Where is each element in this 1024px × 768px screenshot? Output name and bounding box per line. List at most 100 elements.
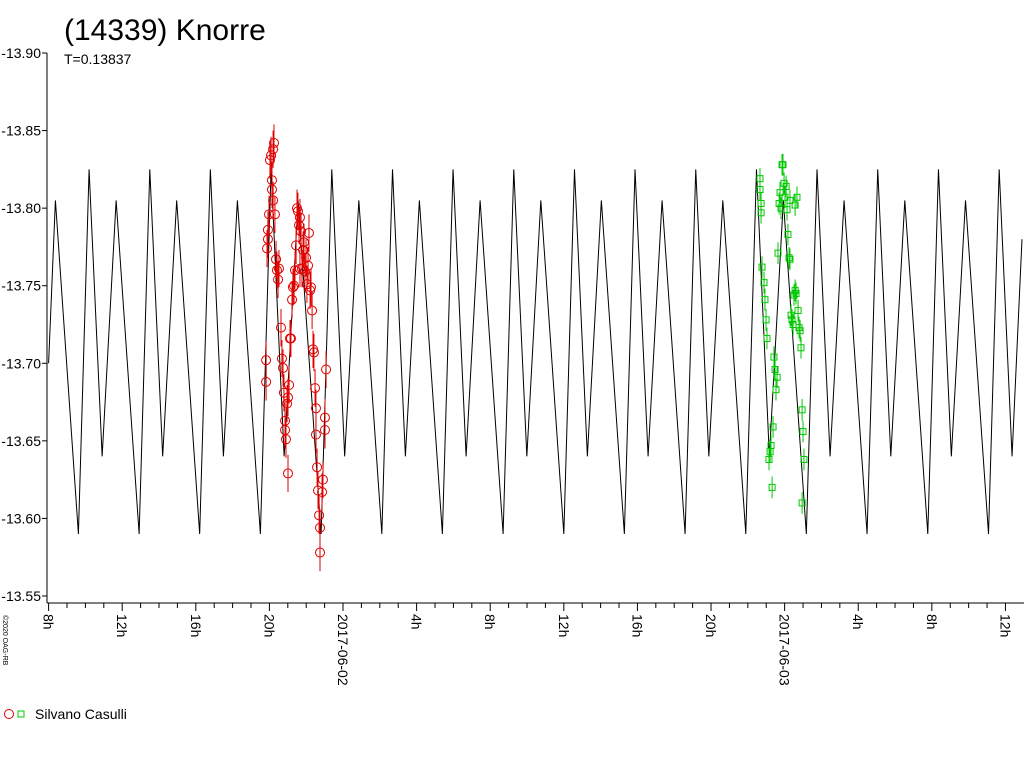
x-tick-label: 20h [703, 614, 719, 637]
data-point [768, 483, 776, 491]
x-tick-label: 20h [261, 614, 277, 637]
data-point [261, 376, 272, 387]
data-point [294, 212, 305, 223]
data-point [289, 280, 300, 291]
data-point [282, 468, 293, 479]
data-point [269, 209, 280, 220]
data-point [307, 305, 318, 316]
data-point [271, 254, 282, 265]
data-point [278, 362, 289, 373]
data-point [782, 182, 790, 190]
x-tick-label: 8h [924, 614, 940, 630]
chart-subtitle: T=0.13837 [64, 51, 132, 67]
data-point [761, 296, 769, 304]
x-tick-label: 8h [41, 614, 57, 630]
data-point [794, 307, 802, 315]
data-point [282, 398, 293, 409]
data-point [312, 462, 323, 473]
data-point [319, 412, 330, 423]
data-point [280, 434, 291, 445]
data-point [269, 137, 280, 148]
data-point [301, 252, 312, 263]
data-point [793, 193, 801, 201]
data-point [315, 547, 326, 558]
y-tick-label: -13.70 [1, 355, 41, 371]
data-point [762, 316, 770, 324]
chart-title: (14339) Knorre [64, 14, 266, 47]
data-point [310, 383, 321, 394]
y-tick-label: -13.90 [1, 45, 41, 61]
data-point [268, 144, 279, 155]
y-tick-label: -13.60 [1, 510, 41, 526]
data-point [763, 334, 771, 342]
y-tick-label: -13.80 [1, 200, 41, 216]
y-tick-label: -13.85 [1, 123, 41, 139]
data-point [284, 380, 295, 391]
data-point [308, 347, 319, 358]
x-tick-label: 12h [114, 614, 130, 637]
data-point [796, 327, 804, 335]
data-point [310, 429, 321, 440]
data-point [292, 206, 303, 217]
x-tick-label: 12h [997, 614, 1013, 637]
x-tick-label: 16h [188, 614, 204, 637]
data-point [785, 254, 793, 262]
data-point [787, 311, 795, 319]
data-point [791, 201, 799, 209]
data-point [797, 344, 805, 352]
x-tick-label: 4h [850, 614, 866, 630]
y-tick-label: -13.65 [1, 433, 41, 449]
data-point [757, 209, 765, 217]
data-point [305, 282, 316, 293]
data-point [790, 291, 798, 299]
data-point [273, 274, 284, 285]
x-tick-label: 2017-06-03 [777, 614, 793, 686]
data-point [296, 226, 307, 237]
data-point [771, 365, 779, 373]
data-point [282, 392, 293, 403]
data-point [266, 184, 277, 195]
data-point [799, 428, 807, 436]
credit: ©2020 OAG-RB [1, 615, 9, 666]
data-point [317, 487, 328, 498]
data-point [287, 294, 298, 305]
data-point [779, 161, 787, 169]
data-point [800, 455, 808, 463]
data-point [287, 282, 298, 293]
data-point [760, 279, 768, 287]
data-point [798, 406, 806, 414]
data-point [321, 364, 332, 375]
x-tick-label: 8h [482, 614, 498, 630]
data-point [774, 249, 782, 257]
data-point [314, 510, 325, 521]
data-point [303, 227, 314, 238]
data-point [303, 260, 314, 271]
data-point [268, 195, 279, 206]
x-tick-label: 12h [556, 614, 572, 637]
y-tick-label: -13.75 [1, 278, 41, 294]
data-point [770, 353, 778, 361]
data-point [758, 263, 766, 271]
data-point [273, 263, 284, 274]
model-curve [48, 169, 1023, 534]
data-point [767, 442, 775, 450]
data-point [786, 255, 794, 263]
data-point [756, 186, 764, 194]
data-point [299, 266, 310, 277]
data-point [315, 522, 326, 533]
data-point [776, 189, 784, 197]
data-point [786, 196, 794, 204]
x-tick-label: 4h [409, 614, 425, 630]
legend-marker [4, 709, 14, 719]
data-point [784, 231, 792, 239]
data-point [276, 322, 287, 333]
data-point [788, 316, 796, 324]
data-point [285, 333, 296, 344]
data-point [798, 499, 806, 507]
data-point [772, 386, 780, 394]
x-tick-label: 16h [629, 614, 645, 637]
data-point [775, 199, 783, 207]
data-point [765, 455, 773, 463]
data-point [773, 373, 781, 381]
